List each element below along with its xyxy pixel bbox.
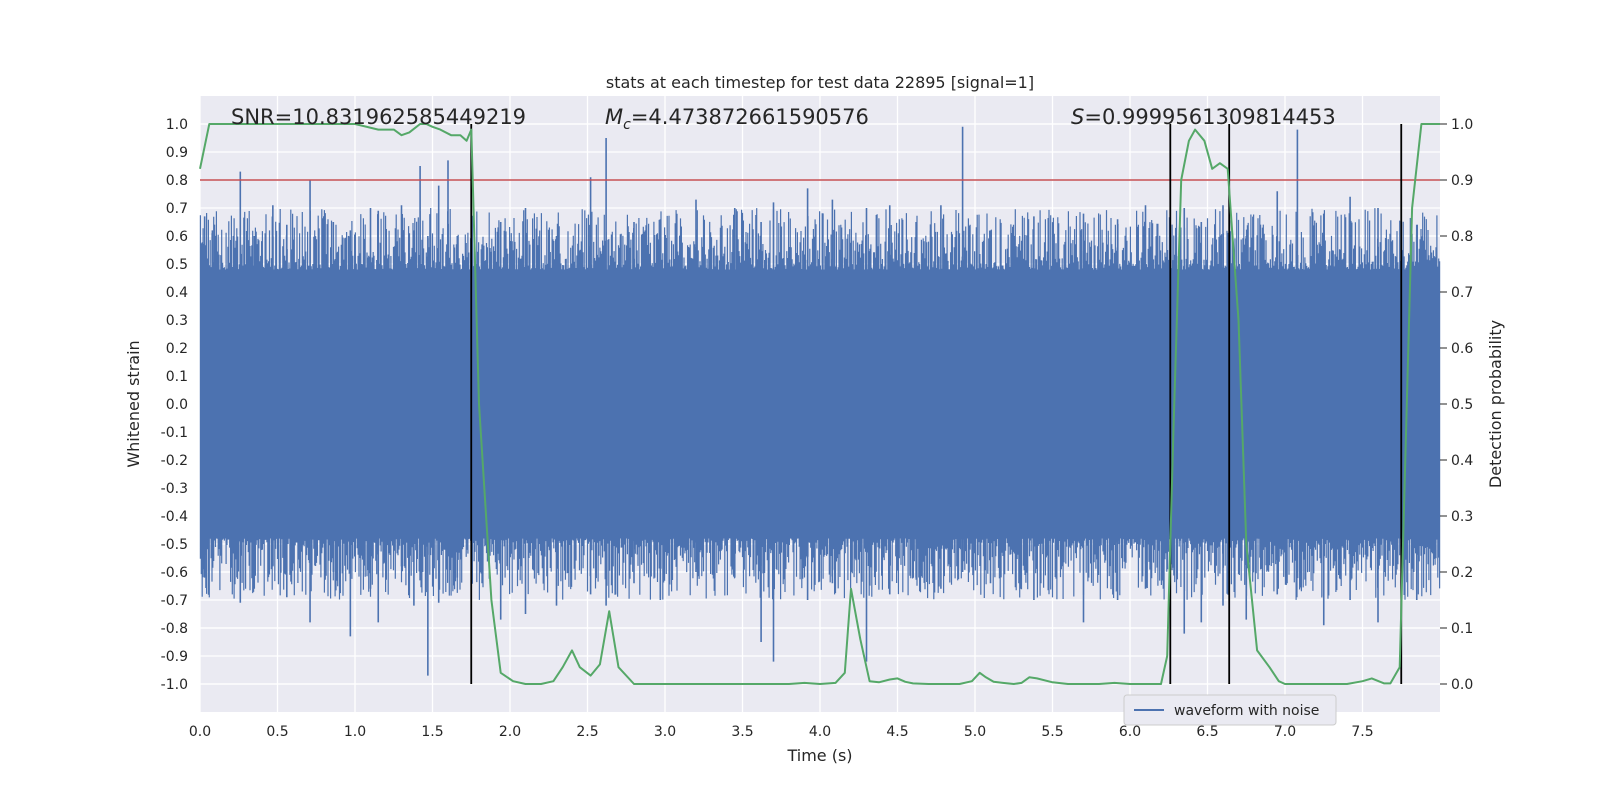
x-tick-label-13: 6.5 — [1196, 724, 1218, 740]
x-tick-label-15: 7.5 — [1351, 724, 1373, 740]
y2-tick-label-5: 0.5 — [1451, 397, 1473, 413]
s-annotation: S=0.9999561309814453 — [1071, 105, 1336, 129]
snr-annotation: SNR=10.831962585449219 — [231, 105, 526, 129]
legend-entry-waveform: waveform with noise — [1174, 703, 1319, 719]
y2-tick-label-9: 0.1 — [1451, 621, 1473, 637]
chart-title: stats at each timestep for test data 228… — [606, 73, 1034, 92]
chirp-mass-annotation: Mc=4.473872661590576 — [605, 105, 869, 133]
x-tick-label-14: 7.0 — [1274, 724, 1296, 740]
y2-axis-label: Detection probability — [1486, 320, 1505, 488]
x-tick-label-1: 0.5 — [266, 724, 288, 740]
y-tick-label-15: -0.5 — [161, 537, 188, 553]
x-tick-label-11: 5.5 — [1041, 724, 1063, 740]
x-tick-label-6: 3.0 — [654, 724, 676, 740]
waveform-series — [199, 126, 1441, 676]
x-tick-label-12: 6.0 — [1119, 724, 1141, 740]
y-tick-label-19: -0.9 — [161, 649, 188, 665]
x-tick-label-10: 5.0 — [964, 724, 986, 740]
y-tick-label-18: -0.8 — [161, 621, 188, 637]
y-axis-left: 1.0 0.9 0.8 0.7 0.6 0.5 0.4 0.3 0.2 0.1 0.0 -0.1 -0.… — [161, 117, 188, 693]
x-tick-label-5: 2.5 — [576, 724, 598, 740]
y-tick-label-6: 0.4 — [166, 285, 188, 301]
x-tick-label-2: 1.0 — [344, 724, 366, 740]
y2-tick-label-6: 0.4 — [1451, 453, 1473, 469]
x-tick-label-4: 2.0 — [499, 724, 521, 740]
y2-tick-label-4: 0.6 — [1451, 341, 1473, 357]
y-tick-label-8: 0.2 — [166, 341, 188, 357]
y2-tick-label-3: 0.7 — [1451, 285, 1473, 301]
waveform-noise-strokes — [199, 208, 1441, 600]
legend-box — [1123, 694, 1337, 726]
y2-tick-label-8: 0.2 — [1451, 565, 1473, 581]
y-tick-label-2: 0.8 — [166, 173, 188, 189]
y2-tick-label-7: 0.3 — [1451, 509, 1473, 525]
detection-series — [199, 123, 1440, 685]
y-tick-label-1: 0.9 — [166, 145, 188, 161]
y-tick-label-16: -0.6 — [161, 565, 188, 581]
y-tick-label-14: -0.4 — [161, 509, 188, 525]
x-axis: 0.0 0.5 1.0 1.5 2.0 2.5 3.0 3.5 4.0 4.5 5.0 5.5 6.0 6… — [189, 724, 1374, 740]
y-tick-label-3: 0.7 — [166, 201, 188, 217]
y-tick-label-13: -0.3 — [161, 481, 188, 497]
x-tick-label-0: 0.0 — [189, 724, 211, 740]
y2-tick-label-2: 0.8 — [1451, 229, 1473, 245]
y-tick-label-9: 0.1 — [166, 369, 188, 385]
y2-tick-label-10: 0.0 — [1451, 677, 1473, 693]
x-tick-label-8: 4.0 — [809, 724, 831, 740]
y-tick-label-17: -0.7 — [161, 593, 188, 609]
x-tick-label-3: 1.5 — [421, 724, 443, 740]
y-axis-right: 1.0 0.9 0.8 0.7 0.6 0.5 0.4 0.3 0.2 0.1 0.0 — [1440, 117, 1473, 693]
x-tick-label-7: 3.5 — [731, 724, 753, 740]
y-tick-label-0: 1.0 — [166, 117, 188, 133]
y-tick-label-7: 0.3 — [166, 313, 188, 329]
y-tick-label-12: -0.2 — [161, 453, 188, 469]
y-tick-label-4: 0.6 — [166, 229, 188, 245]
y2-tick-label-0: 1.0 — [1451, 117, 1473, 133]
y-tick-label-11: -0.1 — [161, 425, 188, 441]
y-tick-label-10: 0.0 — [166, 397, 188, 413]
legend: waveform with noise — [1123, 694, 1337, 726]
detection-probability-line — [199, 123, 1440, 685]
x-axis-label: Time (s) — [786, 746, 852, 765]
y-axis-label: Whitened strain — [124, 340, 143, 467]
y2-tick-label-1: 0.9 — [1451, 173, 1473, 189]
y-tick-label-5: 0.5 — [166, 257, 188, 273]
y-tick-label-20: -1.0 — [161, 677, 188, 693]
x-tick-label-9: 4.5 — [886, 724, 908, 740]
